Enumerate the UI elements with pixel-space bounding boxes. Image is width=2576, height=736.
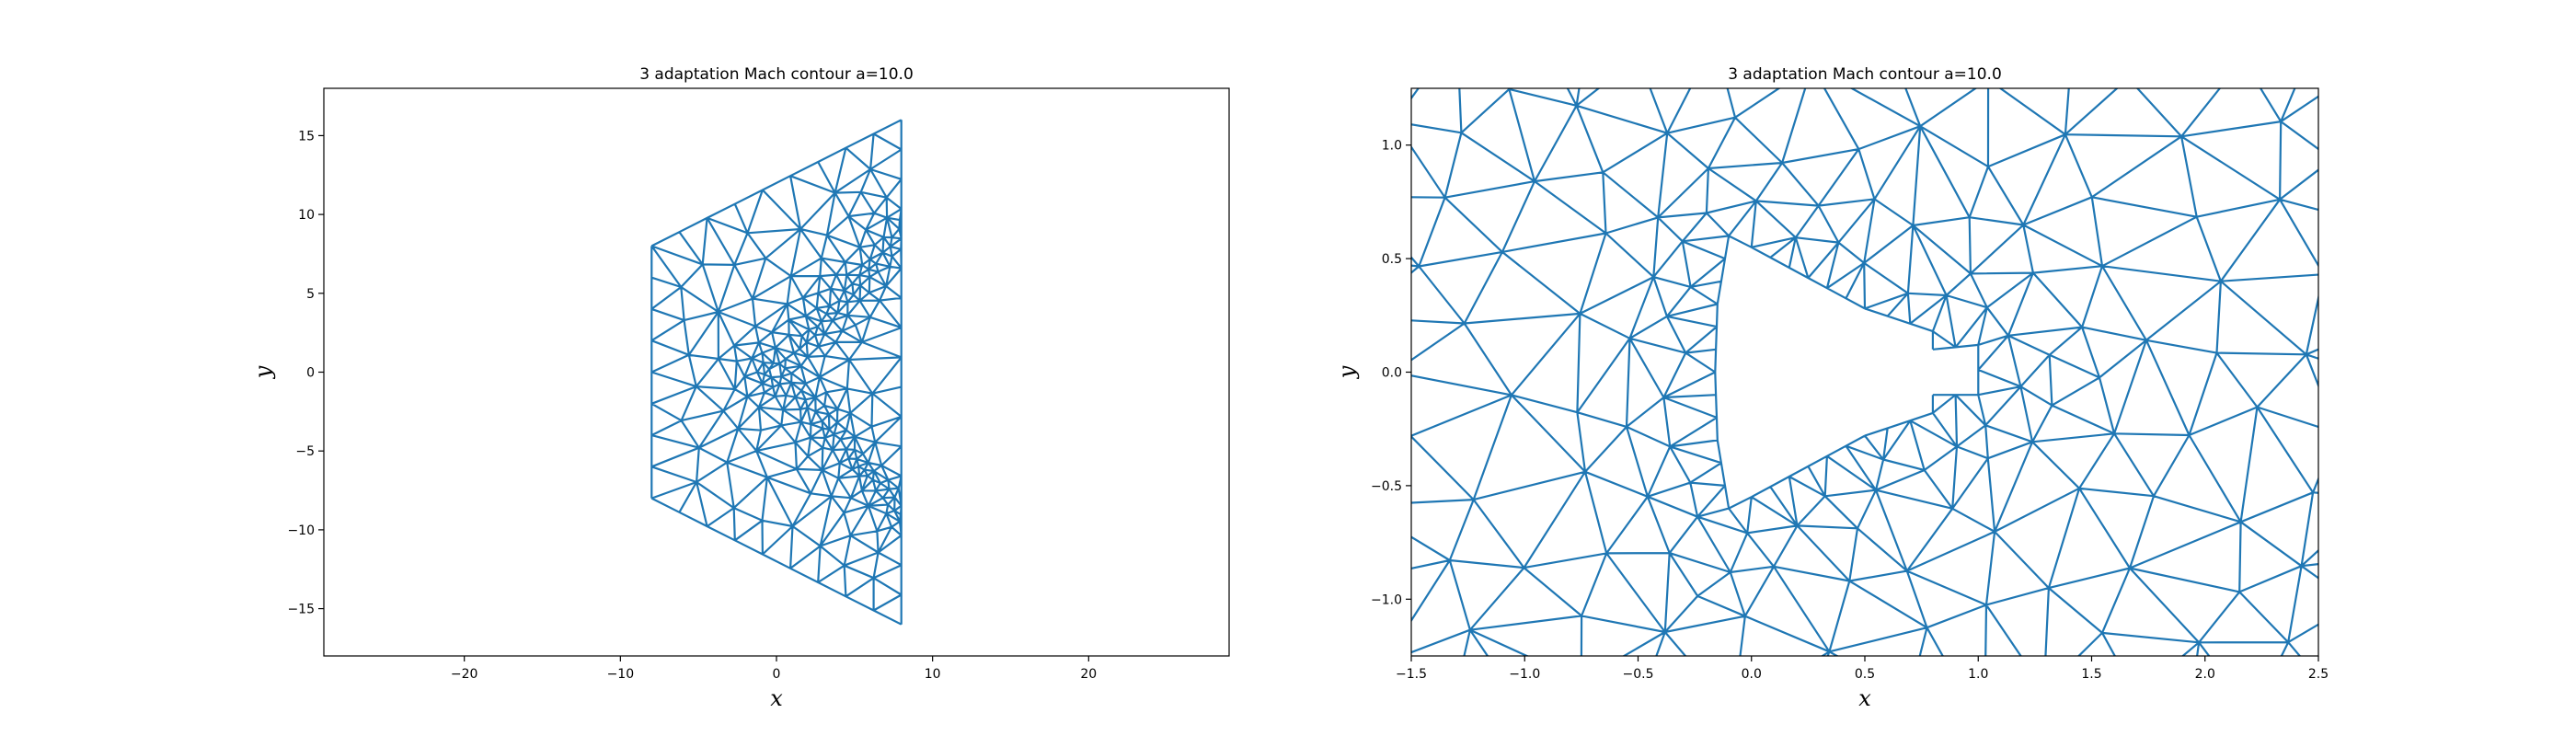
y-tick-label: −1.0 [1371, 592, 1402, 607]
mesh-edges [1411, 88, 2318, 656]
left-y-ticks: −15 −10 −5 0 5 10 15 [287, 129, 324, 617]
left-y-axis-label: y [250, 365, 276, 379]
x-tick-label: −10 [607, 667, 635, 682]
y-tick-label: 0.0 [1382, 366, 1402, 381]
right-y-axis-label: y [1334, 365, 1360, 379]
right-y-ticks: −1.0 −0.5 0.0 0.5 1.0 [1371, 139, 1411, 607]
x-tick-label: −1.5 [1396, 667, 1427, 682]
x-tick-label: 0 [773, 667, 781, 682]
y-tick-label: 1.0 [1382, 139, 1402, 154]
y-tick-label: 15 [298, 129, 315, 144]
right-mesh [1411, 88, 2318, 656]
y-tick-label: −0.5 [1371, 479, 1402, 494]
x-tick-label: 10 [925, 667, 941, 682]
left-panel-title: 3 adaptation Mach contour a=10.0 [639, 65, 914, 84]
left-x-axis-label: x [770, 685, 783, 711]
x-tick-label: −20 [451, 667, 478, 682]
x-tick-label: 2.0 [2195, 667, 2215, 682]
x-tick-label: −1.0 [1509, 667, 1540, 682]
y-tick-label: −10 [287, 523, 315, 538]
left-mesh-panel: 3 adaptation Mach contour a=10.0 −20 −10 0… [250, 65, 1230, 711]
y-tick-label: −15 [287, 603, 315, 617]
x-tick-label: −0.5 [1623, 667, 1654, 682]
mesh-edges [650, 119, 903, 626]
left-x-ticks: −20 −10 0 10 20 [451, 656, 1097, 682]
y-tick-label: 0.5 [1382, 252, 1402, 267]
right-x-ticks: −1.5 −1.0 −0.5 0.0 0.5 1.0 1.5 2.0 2.5 [1396, 656, 2329, 682]
y-tick-label: −5 [295, 444, 315, 459]
right-panel-title: 3 adaptation Mach contour a=10.0 [1728, 65, 2002, 84]
left-mesh [650, 119, 903, 626]
y-tick-label: 5 [306, 287, 315, 302]
right-x-axis-label: x [1858, 685, 1871, 711]
x-tick-label: 1.5 [2081, 667, 2101, 682]
y-tick-label: 10 [298, 208, 315, 223]
y-tick-label: 0 [306, 366, 315, 381]
right-mesh-panel: 3 adaptation Mach contour a=10.0 −1.5 −1.… [1334, 65, 2329, 711]
x-tick-label: 20 [1080, 667, 1097, 682]
x-tick-label: 0.0 [1742, 667, 1762, 682]
x-tick-label: 2.5 [2308, 667, 2329, 682]
x-tick-label: 0.5 [1855, 667, 1875, 682]
x-tick-label: 1.0 [1968, 667, 1988, 682]
